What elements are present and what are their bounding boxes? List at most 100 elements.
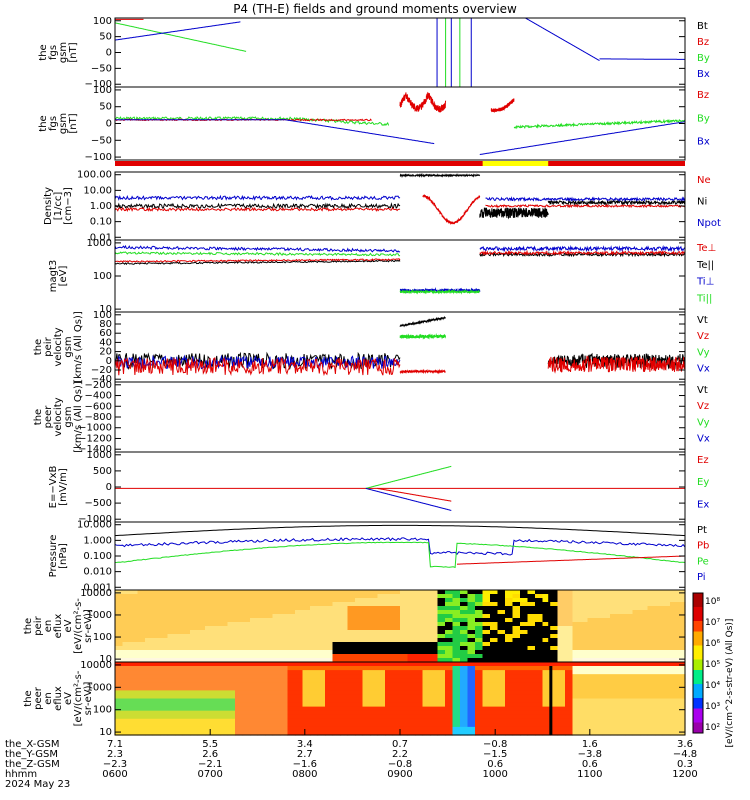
- heatmap-cell: [655, 666, 664, 671]
- heatmap-cell: [220, 642, 229, 647]
- heatmap-cell: [445, 638, 454, 643]
- heatmap-cell: [115, 642, 124, 647]
- heatmap-cell: [400, 650, 409, 655]
- heatmap-cell: [392, 626, 401, 631]
- series-Ni-tail: [547, 199, 686, 207]
- heatmap-cell: [610, 634, 619, 639]
- heatmap-cell: [497, 626, 506, 631]
- heatmap-cell: [370, 642, 379, 647]
- y-tick-label: −50: [91, 135, 112, 146]
- series-Bx: [115, 119, 435, 145]
- heatmap-cell: [212, 714, 221, 720]
- heatmap-cell: [467, 694, 476, 700]
- heatmap-cell: [602, 646, 611, 651]
- heatmap-cell: [152, 634, 161, 639]
- heatmap-cell: [287, 630, 296, 635]
- heatmap-cell: [520, 602, 529, 607]
- heatmap-cell: [490, 654, 499, 659]
- heatmap-cell: [145, 666, 154, 671]
- heatmap-cell: [295, 602, 304, 607]
- heatmap-cell: [302, 686, 311, 691]
- heatmap-cell: [167, 626, 176, 631]
- heatmap-cell: [392, 682, 401, 687]
- heatmap-cell: [235, 654, 244, 659]
- heatmap-cell: [580, 718, 589, 724]
- heatmap-cell: [205, 694, 214, 700]
- heatmap-cell: [550, 618, 559, 623]
- heatmap-cell: [385, 654, 394, 659]
- heatmap-cell: [152, 646, 161, 651]
- heatmap-cell: [160, 694, 169, 700]
- heatmap-cell: [595, 714, 604, 720]
- heatmap-cell: [377, 618, 386, 623]
- y-axis-label-line: the: [38, 44, 49, 60]
- heatmap-cell: [550, 710, 559, 716]
- colorbar-cell: [693, 628, 703, 632]
- heatmap-cell: [527, 706, 536, 712]
- heatmap-cell: [152, 590, 161, 595]
- heatmap-cell: [145, 606, 154, 611]
- heatmap-cell: [392, 718, 401, 724]
- heatmap-cell: [302, 714, 311, 720]
- heatmap-cell: [272, 698, 281, 704]
- heatmap-cell: [632, 694, 641, 700]
- heatmap-cell: [302, 598, 311, 603]
- heatmap-cell: [220, 658, 229, 663]
- heatmap-cell: [542, 686, 551, 691]
- heatmap-cell: [587, 690, 596, 696]
- y-axis-label-line: gsm: [63, 336, 74, 357]
- heatmap-cell: [617, 598, 626, 603]
- heatmap-cell: [197, 686, 206, 691]
- heatmap-cell: [610, 642, 619, 647]
- heatmap-cell: [625, 666, 634, 671]
- heatmap-cell: [407, 626, 416, 631]
- heatmap-cell: [257, 606, 266, 611]
- heatmap-cell: [617, 706, 626, 712]
- heatmap-cell: [310, 642, 319, 647]
- heatmap-cell: [625, 702, 634, 708]
- heatmap-cell: [632, 730, 641, 736]
- heatmap-cell: [310, 602, 319, 607]
- heatmap-cell: [625, 646, 634, 651]
- heatmap-cell: [167, 710, 176, 716]
- heatmap-cell: [302, 594, 311, 599]
- heatmap-cell: [437, 606, 446, 611]
- heatmap-cell: [670, 606, 679, 611]
- heatmap-cell: [257, 722, 266, 728]
- heatmap-cell: [430, 622, 439, 627]
- legend-Vx: Vx: [697, 364, 710, 375]
- heatmap-cell: [647, 682, 656, 687]
- heatmap-cell: [302, 590, 311, 595]
- heatmap-cell: [182, 726, 191, 732]
- heatmap-cell: [640, 594, 649, 599]
- heatmap-cell: [557, 594, 566, 599]
- heatmap-cell: [550, 670, 559, 675]
- heatmap-cell: [332, 678, 341, 683]
- heatmap-cell: [580, 694, 589, 700]
- heatmap-cell: [370, 614, 379, 619]
- heatmap-cell: [452, 666, 461, 671]
- heatmap-cell: [145, 678, 154, 683]
- heatmap-cell: [137, 650, 146, 655]
- y-axis-label-line: en: [43, 620, 54, 633]
- heatmap-cell: [617, 618, 626, 623]
- heatmap-cell: [377, 610, 386, 615]
- heatmap-cell: [430, 714, 439, 720]
- heatmap-cell: [445, 614, 454, 619]
- series-Bz-active: [399, 91, 447, 113]
- heatmap-cell: [295, 726, 304, 732]
- colorbar-cell: [693, 729, 703, 734]
- heatmap-cell: [137, 594, 146, 599]
- heatmap-cell: [445, 594, 454, 599]
- heatmap-cell: [212, 642, 221, 647]
- heatmap-cell: [310, 686, 319, 691]
- heatmap-cell: [557, 686, 566, 691]
- heatmap-cell: [145, 682, 154, 687]
- heatmap-cell: [167, 706, 176, 712]
- heatmap-cell: [422, 622, 431, 627]
- heatmap-cell: [572, 690, 581, 696]
- heatmap-cell: [460, 730, 469, 736]
- heatmap-cell: [250, 722, 259, 728]
- heatmap-cell: [647, 622, 656, 627]
- heatmap-cell: [137, 694, 146, 700]
